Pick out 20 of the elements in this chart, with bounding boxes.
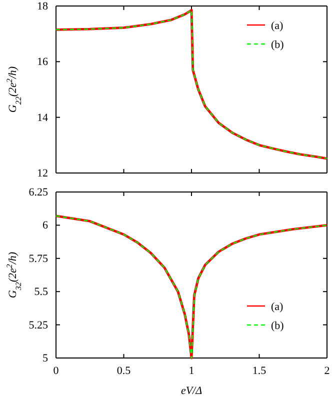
legend-label: (a) — [271, 301, 284, 313]
y-tick-label: 18 — [37, 0, 48, 13]
legend-label: (a) — [271, 20, 284, 32]
y-tick-label: 6.25 — [28, 186, 48, 199]
y-tick-label: 5.75 — [28, 252, 48, 265]
x-tick-label: 0.5 — [116, 364, 132, 377]
y-tick-label: 5.25 — [28, 319, 48, 332]
y-tick-label: 16 — [37, 56, 48, 68]
x-tick-label: 1.5 — [252, 364, 267, 377]
y-tick-label: 12 — [37, 168, 48, 180]
y-tick-label: 6 — [42, 220, 48, 232]
x-tick-label: 0 — [53, 364, 60, 377]
x-tick-label: 2 — [324, 364, 330, 377]
y-tick-label: 5.5 — [34, 286, 48, 298]
y-tick-label: 5 — [42, 352, 48, 365]
x-tick-label: 1 — [188, 364, 194, 377]
legend-label: (b) — [271, 320, 284, 332]
legend-label: (b) — [271, 39, 284, 51]
x-axis-title: eV/Δ — [180, 385, 202, 397]
y-tick-label: 14 — [37, 112, 48, 124]
